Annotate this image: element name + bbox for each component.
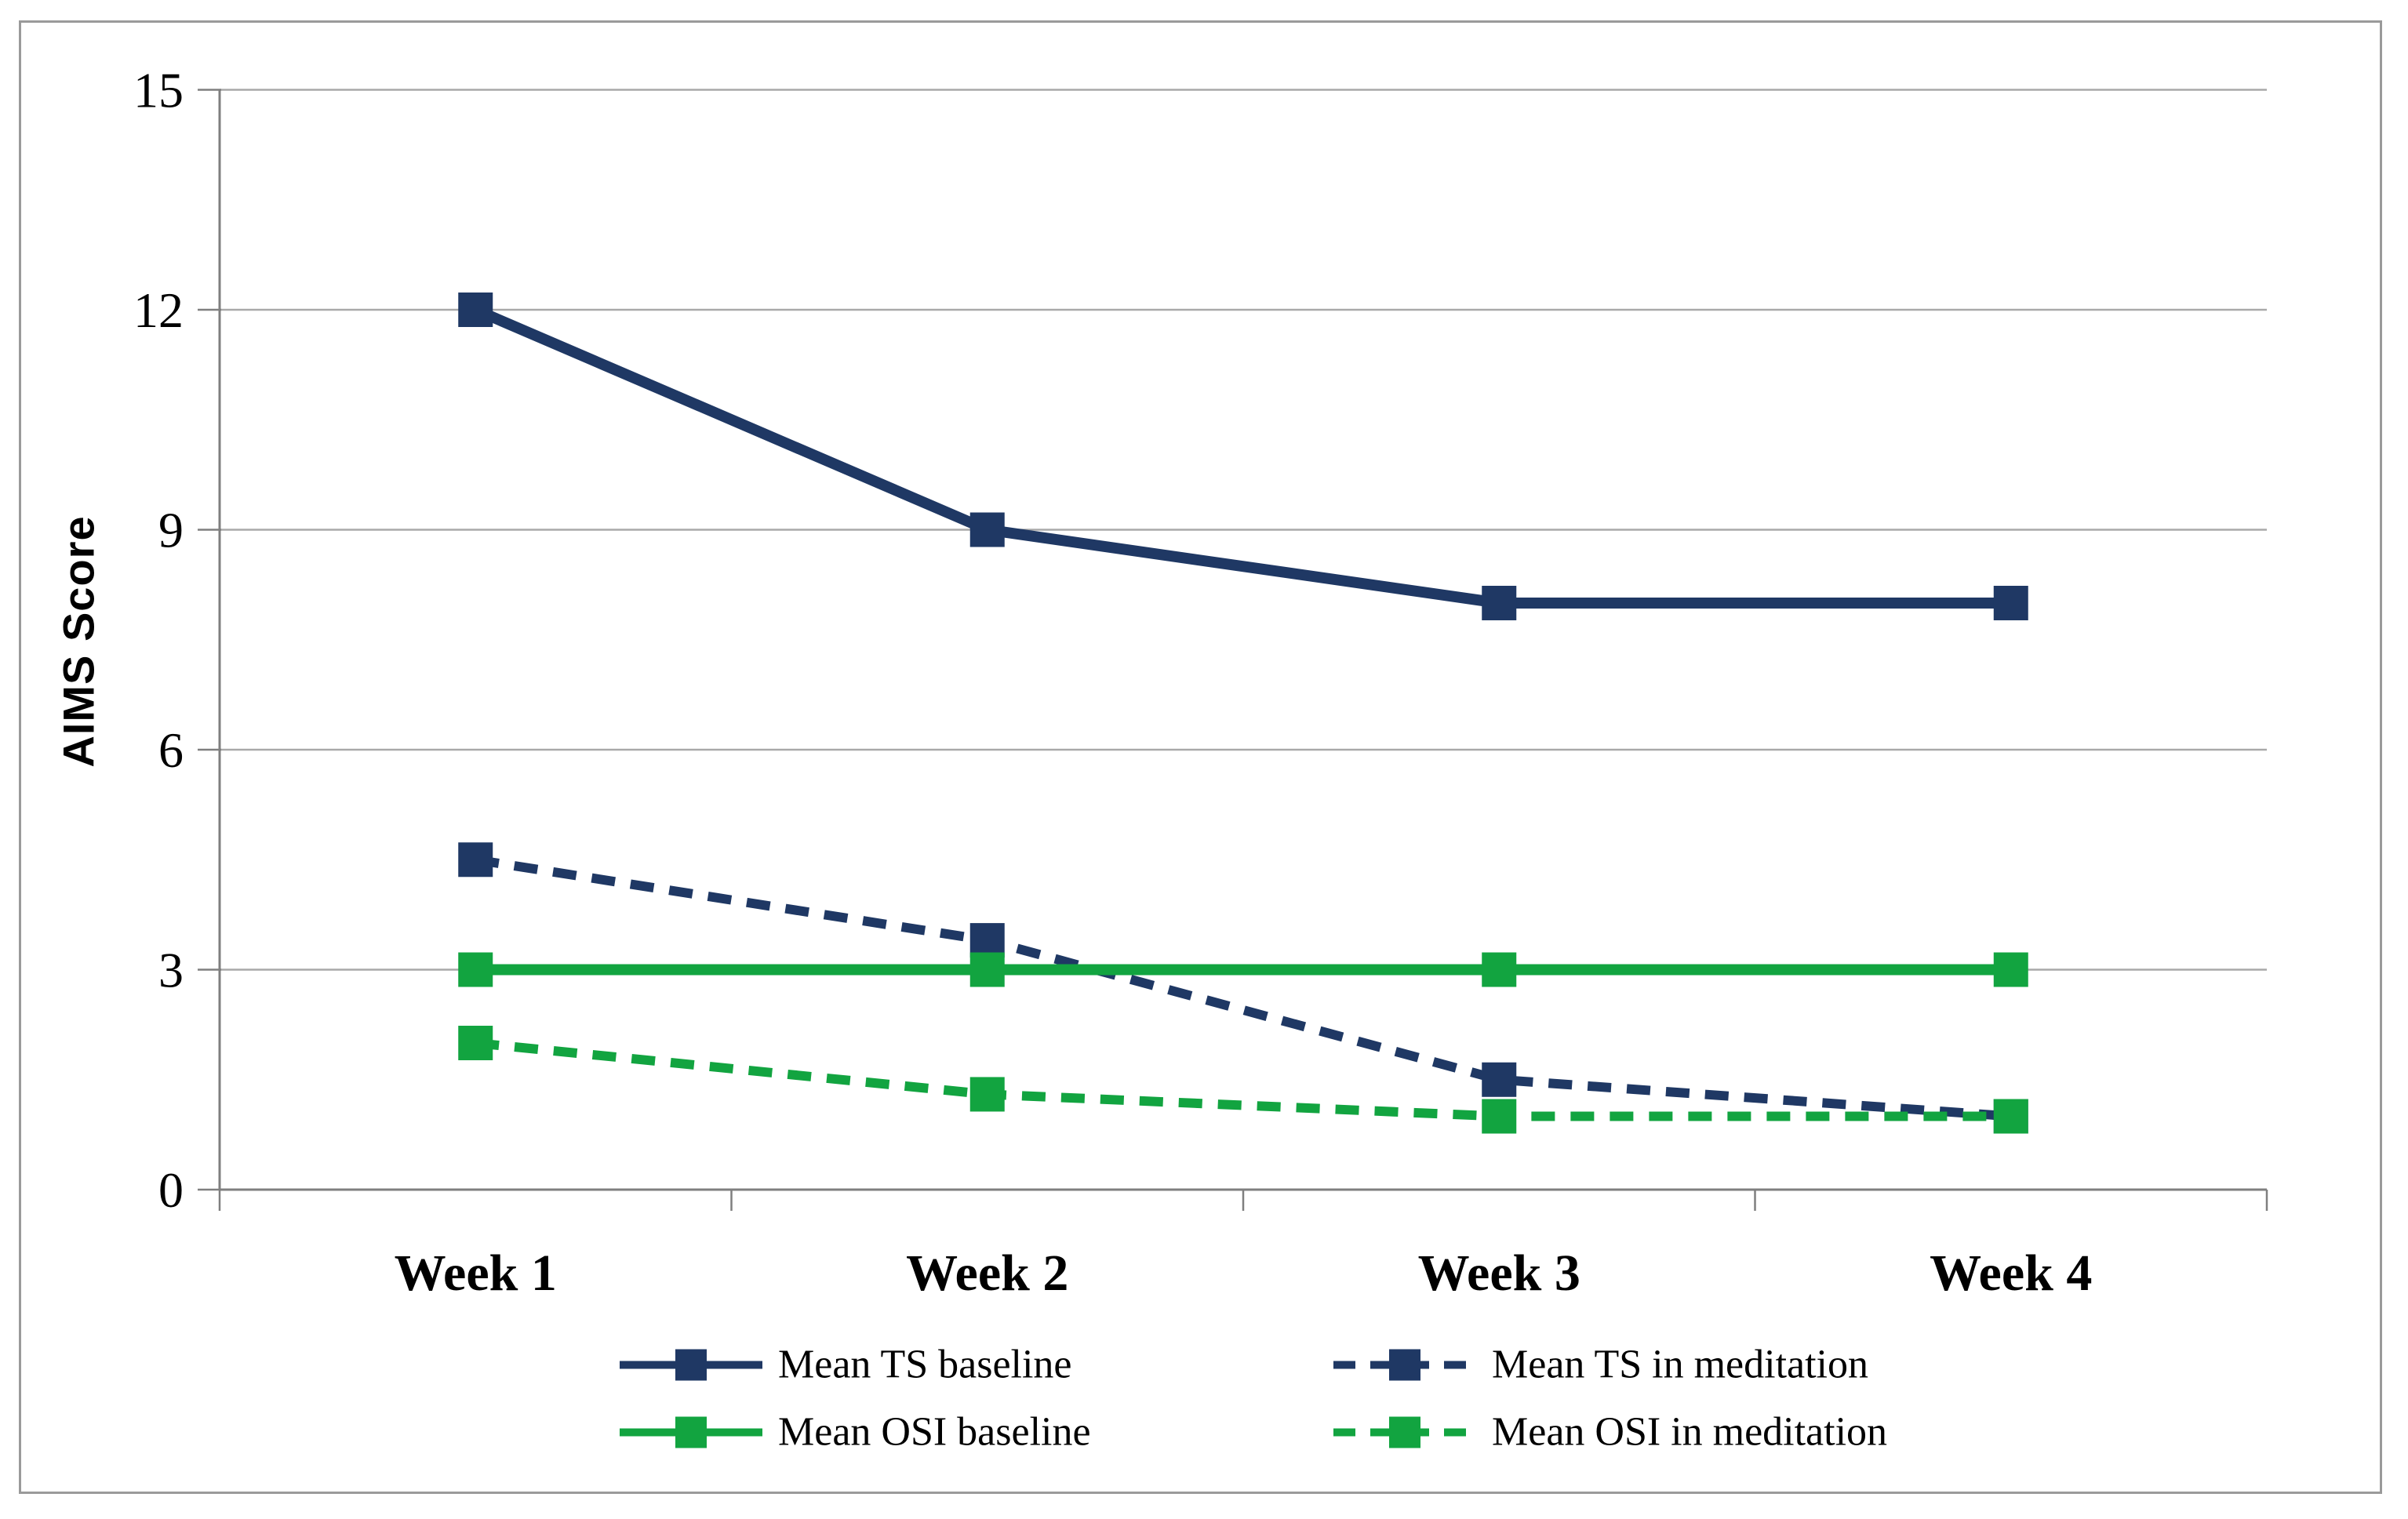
y-tick-label-12: 12 (133, 282, 184, 338)
marker-mean-ts-baseline-week-4 (1993, 586, 2028, 620)
line-mean-osi-in-meditation (475, 1038, 2011, 1121)
marker-mean-ts-in-meditation-week-3 (1482, 1062, 1517, 1097)
legend-swatch-dashed-green-icon (1333, 1415, 1476, 1449)
x-axis-label-week-2: Week 2 (906, 1245, 1068, 1302)
marker-mean-osi-baseline-week-4 (1993, 952, 2028, 987)
marker-mean-ts-baseline-week-3 (1482, 586, 1517, 620)
marker-mean-ts-baseline-week-1 (458, 293, 493, 327)
marker-mean-osi-baseline-week-2 (969, 952, 1005, 987)
marker-mean-ts-in-meditation-week-1 (458, 842, 493, 878)
marker-mean-osi-in-meditation-week-4 (1993, 1099, 2028, 1134)
y-tick-label-6: 6 (158, 722, 184, 778)
x-axis-label-week-4: Week 4 (1930, 1245, 2092, 1302)
y-tick-label-15: 15 (133, 63, 184, 118)
legend-label: Mean TS in meditation (1492, 1342, 1868, 1387)
legend-swatch-dashed-navy-icon (1333, 1347, 1476, 1382)
marker-mean-ts-baseline-week-2 (969, 512, 1005, 547)
marker-mean-osi-baseline-week-3 (1482, 952, 1517, 987)
marker-mean-osi-baseline-week-1 (458, 952, 493, 987)
legend-label: Mean OSI baseline (778, 1409, 1091, 1455)
marker-mean-osi-in-meditation-week-1 (458, 1026, 493, 1060)
legend-item-mean-ts-baseline: Mean TS baseline (620, 1342, 1072, 1388)
x-axis-label-week-3: Week 3 (1418, 1245, 1580, 1302)
y-tick-label-9: 9 (158, 503, 184, 558)
y-tick-label-0: 0 (158, 1162, 184, 1218)
line-mean-ts-baseline (473, 304, 2011, 609)
legend-item-mean-ts-in-meditation: Mean TS in meditation (1333, 1342, 1868, 1388)
marker-mean-osi-in-meditation-week-2 (969, 1077, 1005, 1112)
legend-item-mean-osi-in-meditation: Mean OSI in meditation (1333, 1409, 1887, 1455)
legend-label: Mean OSI in meditation (1492, 1409, 1888, 1455)
x-axis-label-week-1: Week 1 (395, 1245, 557, 1302)
chart-border (19, 20, 2382, 1494)
marker-mean-osi-in-meditation-week-3 (1482, 1099, 1517, 1134)
legend-swatch-solid-navy-icon (620, 1347, 762, 1382)
legend-label: Mean TS baseline (778, 1342, 1072, 1387)
y-tick-label-3: 3 (158, 943, 184, 998)
marker-mean-ts-in-meditation-week-2 (969, 923, 1005, 958)
legend-swatch-solid-green-icon (620, 1415, 762, 1449)
legend-item-mean-osi-baseline: Mean OSI baseline (620, 1409, 1091, 1455)
line-mean-ts-in-meditation (475, 855, 2012, 1121)
